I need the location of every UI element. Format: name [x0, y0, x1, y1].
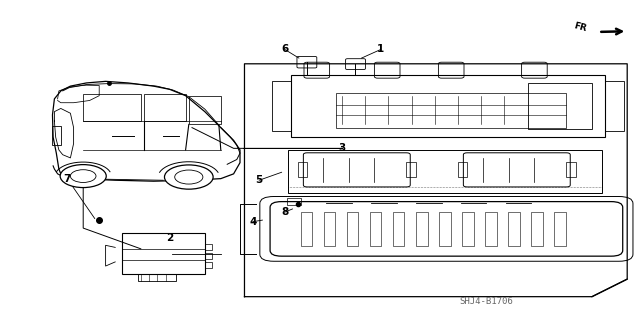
Bar — [83, 94, 141, 121]
Text: 3: 3 — [339, 143, 346, 153]
Bar — [406, 162, 416, 177]
Bar — [122, 233, 205, 274]
Bar — [458, 162, 467, 177]
Text: 5: 5 — [255, 175, 263, 185]
Text: SHJ4-B1706: SHJ4-B1706 — [460, 297, 513, 306]
Bar — [205, 253, 212, 259]
Bar — [336, 93, 566, 128]
Bar — [370, 212, 381, 246]
Text: 2: 2 — [166, 233, 173, 243]
Circle shape — [60, 165, 106, 188]
Circle shape — [164, 165, 213, 189]
Text: 8: 8 — [281, 207, 289, 217]
Bar — [485, 212, 497, 246]
Bar — [189, 96, 221, 124]
Bar — [439, 212, 451, 246]
Bar — [554, 212, 566, 246]
Bar — [138, 274, 176, 281]
Bar — [205, 244, 212, 250]
Bar — [528, 83, 592, 129]
Text: FR: FR — [573, 21, 588, 33]
Bar — [393, 212, 404, 246]
Bar — [324, 212, 335, 246]
Bar — [52, 126, 61, 145]
Bar — [531, 212, 543, 246]
Bar — [287, 198, 301, 205]
Bar — [347, 212, 358, 246]
Bar — [272, 81, 291, 131]
Text: 4: 4 — [249, 217, 257, 227]
Text: 7: 7 — [63, 174, 71, 184]
Text: 1: 1 — [377, 44, 385, 55]
Bar — [298, 162, 307, 177]
Text: 6: 6 — [281, 44, 289, 55]
Bar — [566, 162, 576, 177]
Bar — [605, 81, 624, 131]
Bar — [205, 262, 212, 268]
Bar — [301, 212, 312, 246]
Bar — [288, 150, 602, 193]
Bar — [291, 75, 605, 137]
Bar — [508, 212, 520, 246]
Bar — [144, 94, 186, 121]
Bar — [416, 212, 428, 246]
Bar — [462, 212, 474, 246]
